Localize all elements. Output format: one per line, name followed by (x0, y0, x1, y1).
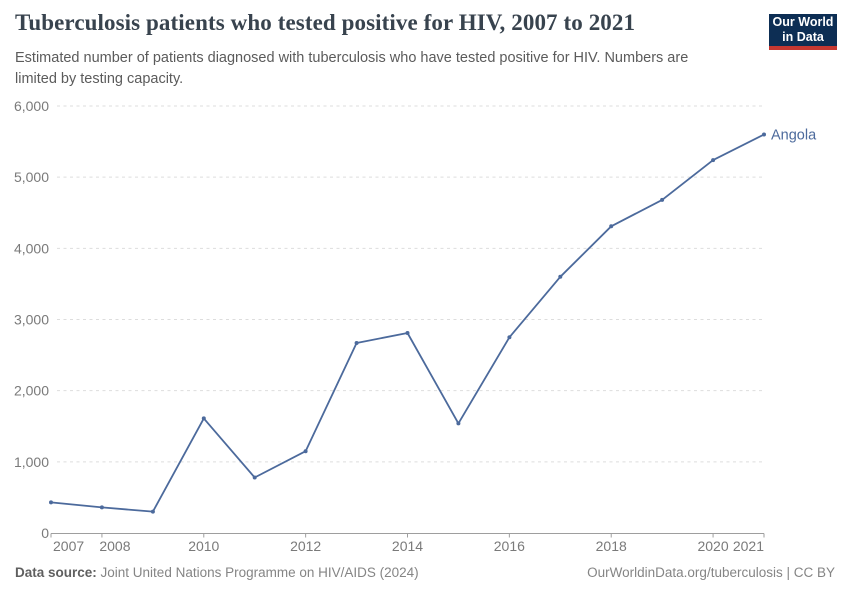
y-axis-tick-label: 5,000 (14, 169, 49, 185)
series-line[interactable] (50, 133, 765, 513)
chart-subtitle: Estimated number of patients diagnosed w… (15, 50, 689, 87)
y-axis-tick-label: 0 (41, 525, 49, 541)
data-point[interactable] (99, 505, 104, 510)
y-axis-tick-label: 6,000 (14, 98, 49, 114)
x-axis-tick-label: 2007 (53, 538, 84, 554)
data-point[interactable] (507, 335, 512, 340)
owid-logo[interactable]: Our World in Data (769, 14, 837, 50)
x-axis-tick-label: 2012 (290, 538, 321, 554)
y-axis-tick-label: 4,000 (14, 240, 49, 256)
x-axis-tick-label: 2021 (733, 538, 764, 554)
data-point[interactable] (405, 331, 410, 335)
data-point[interactable] (558, 274, 563, 279)
x-axis-tick-label: 2010 (188, 538, 219, 554)
data-point[interactable] (252, 475, 257, 480)
data-point[interactable] (354, 341, 359, 345)
owid-logo-line1: Our World (772, 15, 834, 29)
data-point[interactable] (660, 197, 665, 202)
chart-footer: Data source: Joint United Nations Progra… (15, 565, 835, 580)
data-point[interactable] (711, 158, 716, 163)
x-axis-tick-label: 2008 (99, 538, 130, 554)
data-point[interactable] (49, 500, 53, 505)
x-axis-tick-label: 2016 (494, 538, 525, 554)
page-title: Tuberculosis patients who tested positiv… (15, 10, 636, 35)
data-point[interactable] (150, 509, 155, 514)
attribution-link[interactable]: OurWorldinData.org/tuberculosis | CC BY (587, 565, 835, 580)
data-source-value: Joint United Nations Programme on HIV/AI… (96, 565, 419, 580)
data-point[interactable] (456, 421, 461, 426)
series-end-label[interactable]: Angola (771, 127, 817, 143)
x-axis-tick-label: 2018 (596, 538, 627, 554)
y-axis-tick-label: 2,000 (14, 383, 49, 399)
data-point[interactable] (762, 132, 766, 137)
data-source: Data source: Joint United Nations Progra… (15, 565, 419, 580)
owid-logo-line2: in Data (782, 30, 824, 44)
data-source-label: Data source: (15, 565, 97, 580)
data-point[interactable] (201, 416, 206, 421)
x-axis-tick-label: 2020 (697, 538, 728, 554)
y-axis-tick-label: 3,000 (14, 312, 49, 328)
data-point[interactable] (303, 449, 308, 454)
y-axis-tick-label: 1,000 (14, 454, 49, 470)
x-axis-tick-label: 2014 (392, 538, 423, 554)
data-point[interactable] (609, 224, 614, 229)
